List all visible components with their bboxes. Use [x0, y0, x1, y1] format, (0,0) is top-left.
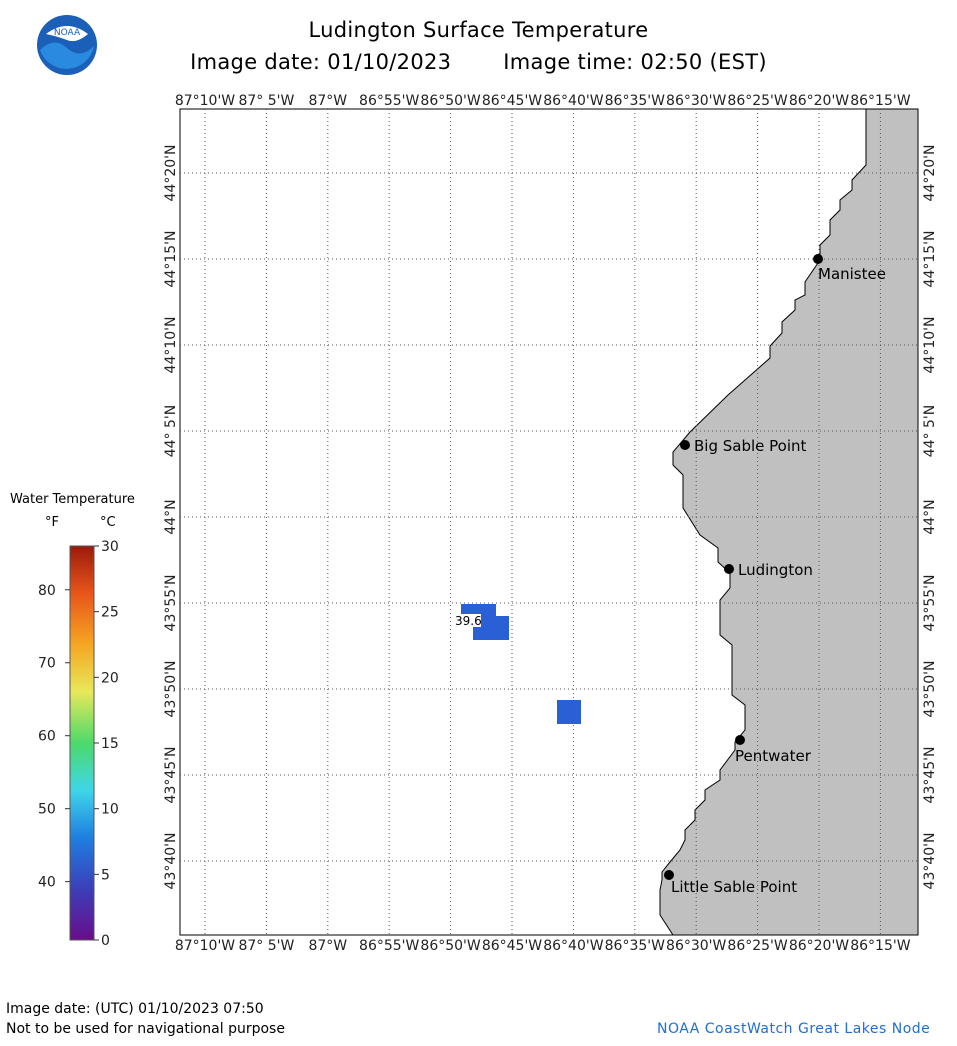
lat-label: 44°20'N: [163, 145, 179, 202]
legend-colorbar: [69, 545, 95, 941]
lon-label: 87° 5'W: [238, 938, 294, 954]
lon-label: 87°W: [308, 93, 347, 109]
city-marker: [735, 735, 745, 745]
map-frame: [179, 108, 919, 936]
lat-label: 44°N: [922, 499, 938, 534]
lon-label: 86°55'W: [359, 93, 419, 109]
lat-label: 44°20'N: [922, 145, 938, 202]
lat-label: 44° 5'N: [922, 405, 938, 458]
footer-disclaimer: Not to be used for navigational purpose: [6, 1021, 285, 1037]
city-label-little-sable-point: Little Sable Point: [671, 878, 797, 896]
legend-tick-label-c: 15: [101, 736, 119, 752]
lon-label: 87°10'W: [175, 938, 235, 954]
lon-label: 86°20'W: [789, 938, 849, 954]
image-time: Image time: 02:50 (EST): [503, 50, 767, 74]
lat-label: 43°40'N: [922, 833, 938, 890]
legend-tick-label-c: 5: [101, 867, 110, 883]
lat-label: 44°15'N: [163, 231, 179, 288]
page-title: Ludington Surface Temperature: [308, 18, 649, 42]
city-label-manistee: Manistee: [818, 265, 886, 283]
lon-label: 86°40'W: [543, 938, 603, 954]
sst-cell: [461, 604, 496, 616]
sst-cell: [557, 700, 581, 724]
lon-label: 87°10'W: [175, 93, 235, 109]
lon-label: 86°15'W: [850, 938, 910, 954]
lat-label: 43°40'N: [163, 833, 179, 890]
lon-label: 87° 5'W: [238, 93, 294, 109]
lon-label: 86°55'W: [359, 938, 419, 954]
lat-label: 44° 5'N: [163, 405, 179, 458]
lon-label: 86°25'W: [727, 93, 787, 109]
obs-label-bg: [452, 614, 481, 627]
lon-label: 86°45'W: [482, 938, 542, 954]
legend-title: Water Temperature: [10, 492, 135, 507]
lat-label: 43°50'N: [922, 661, 938, 718]
city-label-pentwater: Pentwater: [735, 747, 812, 765]
lat-label: 44°10'N: [922, 317, 938, 374]
lon-label: 86°50'W: [420, 938, 480, 954]
lon-label: 86°35'W: [605, 93, 665, 109]
lat-label: 43°50'N: [163, 661, 179, 718]
legend-tick-label-f: 40: [38, 875, 56, 891]
lon-labels-top: 87°10'W 87° 5'W 87°W 86°55'W 86°50'W 86°45'W 8…: [175, 93, 911, 109]
legend-unit-c: °C: [100, 515, 116, 530]
lat-label: 44°10'N: [163, 317, 179, 374]
lat-label: 44°15'N: [922, 231, 938, 288]
lon-label: 86°30'W: [666, 93, 726, 109]
graticule: [180, 109, 918, 935]
lat-label: 44°N: [163, 499, 179, 534]
city-marker: [664, 870, 674, 880]
place-markers: Manistee Big Sable Point Ludington Pentw…: [664, 254, 886, 896]
legend-tick-label-c: 10: [101, 802, 119, 818]
lon-label: 86°25'W: [727, 938, 787, 954]
city-label-ludington: Ludington: [738, 561, 813, 579]
noaa-logo: NOAA: [37, 15, 97, 75]
legend-unit-f: °F: [45, 515, 59, 530]
city-marker: [724, 564, 734, 574]
footer-utc-date: Image date: (UTC) 01/10/2023 07:50: [6, 1001, 264, 1017]
lon-label: 86°35'W: [605, 938, 665, 954]
lat-label: 43°55'N: [163, 575, 179, 632]
legend-tick-label-c: 30: [101, 539, 119, 555]
lon-label: 86°20'W: [789, 93, 849, 109]
legend-tick-label-f: 80: [38, 583, 56, 599]
lat-label: 43°45'N: [163, 747, 179, 804]
obs-value-label: 39.6: [455, 614, 482, 628]
lat-labels-right: 44°20'N 44°15'N 44°10'N 44° 5'N 44°N 43°55'N 4…: [922, 145, 938, 890]
lon-label: 87°W: [308, 938, 347, 954]
lon-label: 86°50'W: [420, 93, 480, 109]
image-date: Image date: 01/10/2023: [190, 50, 452, 74]
lon-label: 86°15'W: [850, 93, 910, 109]
lat-labels-left: 44°20'N 44°15'N 44°10'N 44° 5'N 44°N 43°55'N 4…: [163, 145, 179, 890]
city-marker: [813, 254, 823, 264]
footer-credit: NOAA CoastWatch Great Lakes Node: [657, 1021, 931, 1037]
city-marker: [680, 440, 690, 450]
lat-label: 43°45'N: [922, 747, 938, 804]
lon-labels-bottom: 87°10'W 87° 5'W 87°W 86°55'W 86°50'W 86°45'W 8…: [175, 938, 911, 954]
legend-tick-label-c: 0: [101, 933, 110, 949]
legend-tick-label-c: 20: [101, 670, 119, 686]
legend-tick-label-c: 25: [101, 605, 119, 621]
image-datetime: Image date: 01/10/2023 Image time: 02:50…: [0, 50, 957, 74]
lon-label: 86°40'W: [543, 93, 603, 109]
lon-label: 86°45'W: [482, 93, 542, 109]
city-label-big-sable-point: Big Sable Point: [694, 437, 807, 455]
legend-tick-label-f: 60: [38, 729, 56, 745]
noaa-logo-text: NOAA: [54, 28, 81, 38]
legend-tick-label-f: 70: [38, 656, 56, 672]
land-michigan: [659, 108, 919, 936]
lon-label: 86°30'W: [666, 938, 726, 954]
legend-tick-label-f: 50: [38, 802, 56, 818]
lat-label: 43°55'N: [922, 575, 938, 632]
